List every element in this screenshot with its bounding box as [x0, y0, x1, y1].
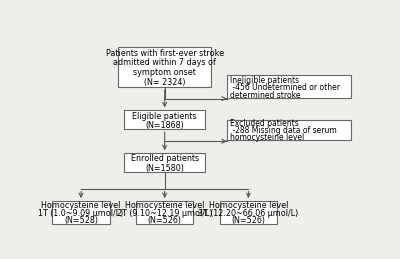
Text: -456 Undetermined or other: -456 Undetermined or other — [230, 83, 340, 92]
FancyBboxPatch shape — [124, 110, 205, 129]
FancyBboxPatch shape — [227, 120, 351, 140]
FancyBboxPatch shape — [118, 47, 211, 87]
Text: (N=526): (N=526) — [148, 217, 182, 226]
Text: (N=1868): (N=1868) — [145, 121, 184, 130]
Text: 1T (1.0~9.09 μmol/L): 1T (1.0~9.09 μmol/L) — [38, 209, 124, 218]
Text: Homocysteine level: Homocysteine level — [209, 201, 288, 210]
Text: admitted within 7 days of: admitted within 7 days of — [113, 59, 216, 68]
Text: Enrolled patients: Enrolled patients — [131, 154, 199, 163]
FancyBboxPatch shape — [227, 75, 351, 98]
Text: (N= 2324): (N= 2324) — [144, 78, 186, 88]
Text: determined stroke: determined stroke — [230, 91, 300, 100]
Text: symptom onset: symptom onset — [133, 68, 196, 77]
Text: Patients with first-ever stroke: Patients with first-ever stroke — [106, 48, 224, 57]
FancyBboxPatch shape — [52, 201, 110, 224]
Text: Excluded patients: Excluded patients — [230, 119, 298, 128]
FancyBboxPatch shape — [220, 201, 277, 224]
Text: 3T (12.20~66.06 μmol/L): 3T (12.20~66.06 μmol/L) — [198, 209, 298, 218]
Text: homocysteine level: homocysteine level — [230, 133, 304, 142]
Text: (N=1580): (N=1580) — [145, 164, 184, 173]
Text: Homocysteine level: Homocysteine level — [125, 201, 204, 210]
FancyBboxPatch shape — [124, 153, 205, 172]
Text: Homocysteine level: Homocysteine level — [41, 201, 121, 210]
Text: Ineligible patients: Ineligible patients — [230, 76, 299, 84]
Text: Eligible patients: Eligible patients — [132, 112, 197, 120]
Text: (N=528): (N=528) — [64, 217, 98, 226]
Text: (N=526): (N=526) — [231, 217, 266, 226]
Text: -288 Missing data of serum: -288 Missing data of serum — [230, 126, 336, 135]
Text: 2T (9.10~12.19 μmol/L): 2T (9.10~12.19 μmol/L) — [117, 209, 212, 218]
FancyBboxPatch shape — [136, 201, 193, 224]
